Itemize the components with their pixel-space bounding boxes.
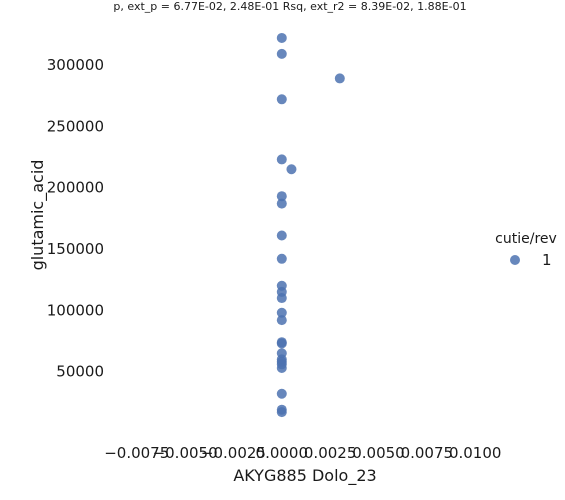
data-point — [276, 307, 287, 318]
x-axis-label: AKYG885 Dolo_23 — [233, 466, 376, 486]
data-point — [276, 191, 287, 202]
data-point — [276, 338, 287, 349]
y-tick-label: 100000 — [47, 301, 104, 319]
x-tick-label: −0.0050 — [153, 444, 218, 462]
data-point — [276, 154, 287, 165]
y-tick-label: 250000 — [47, 117, 104, 135]
data-point — [276, 407, 287, 418]
legend: cutie/rev 1 — [495, 231, 557, 269]
legend-title: cutie/rev — [495, 231, 557, 247]
y-tick-label: 50000 — [56, 363, 104, 381]
y-tick-label: 300000 — [47, 56, 104, 74]
data-point — [276, 315, 287, 326]
x-tick-label: 0.0025 — [304, 444, 357, 462]
data-points — [276, 32, 345, 418]
y-axis-label: glutamic_acid — [28, 160, 48, 271]
x-tick-label: 0.0050 — [352, 444, 405, 462]
data-point — [276, 293, 287, 304]
data-point — [334, 73, 345, 84]
x-tick-label: −0.0025 — [201, 444, 266, 462]
data-point — [276, 94, 287, 105]
data-point — [276, 253, 287, 264]
data-point — [276, 362, 287, 373]
x-tick-label: −0.0075 — [104, 444, 169, 462]
data-point — [276, 32, 287, 43]
data-point — [276, 388, 287, 399]
x-tick-label: 0.0075 — [401, 444, 454, 462]
chart-title: p, ext_p = 6.77E-02, 2.48E-01 Rsq, ext_r… — [113, 0, 466, 13]
x-tick-label: 0.0000 — [256, 444, 309, 462]
y-tick-label: 200000 — [47, 179, 104, 197]
x-tick-label: 0.0100 — [449, 444, 502, 462]
y-axis-ticks: 50000 100000 150000 200000 250000 300000 — [47, 56, 104, 381]
data-point — [276, 48, 287, 59]
x-axis-ticks: −0.0075−0.0050−0.00250.00000.00250.00500… — [104, 444, 501, 462]
data-point — [276, 198, 287, 209]
legend-marker — [510, 255, 520, 265]
data-point — [276, 230, 287, 241]
data-point — [286, 164, 297, 175]
y-tick-label: 150000 — [47, 240, 104, 258]
legend-entry-label: 1 — [542, 251, 552, 269]
